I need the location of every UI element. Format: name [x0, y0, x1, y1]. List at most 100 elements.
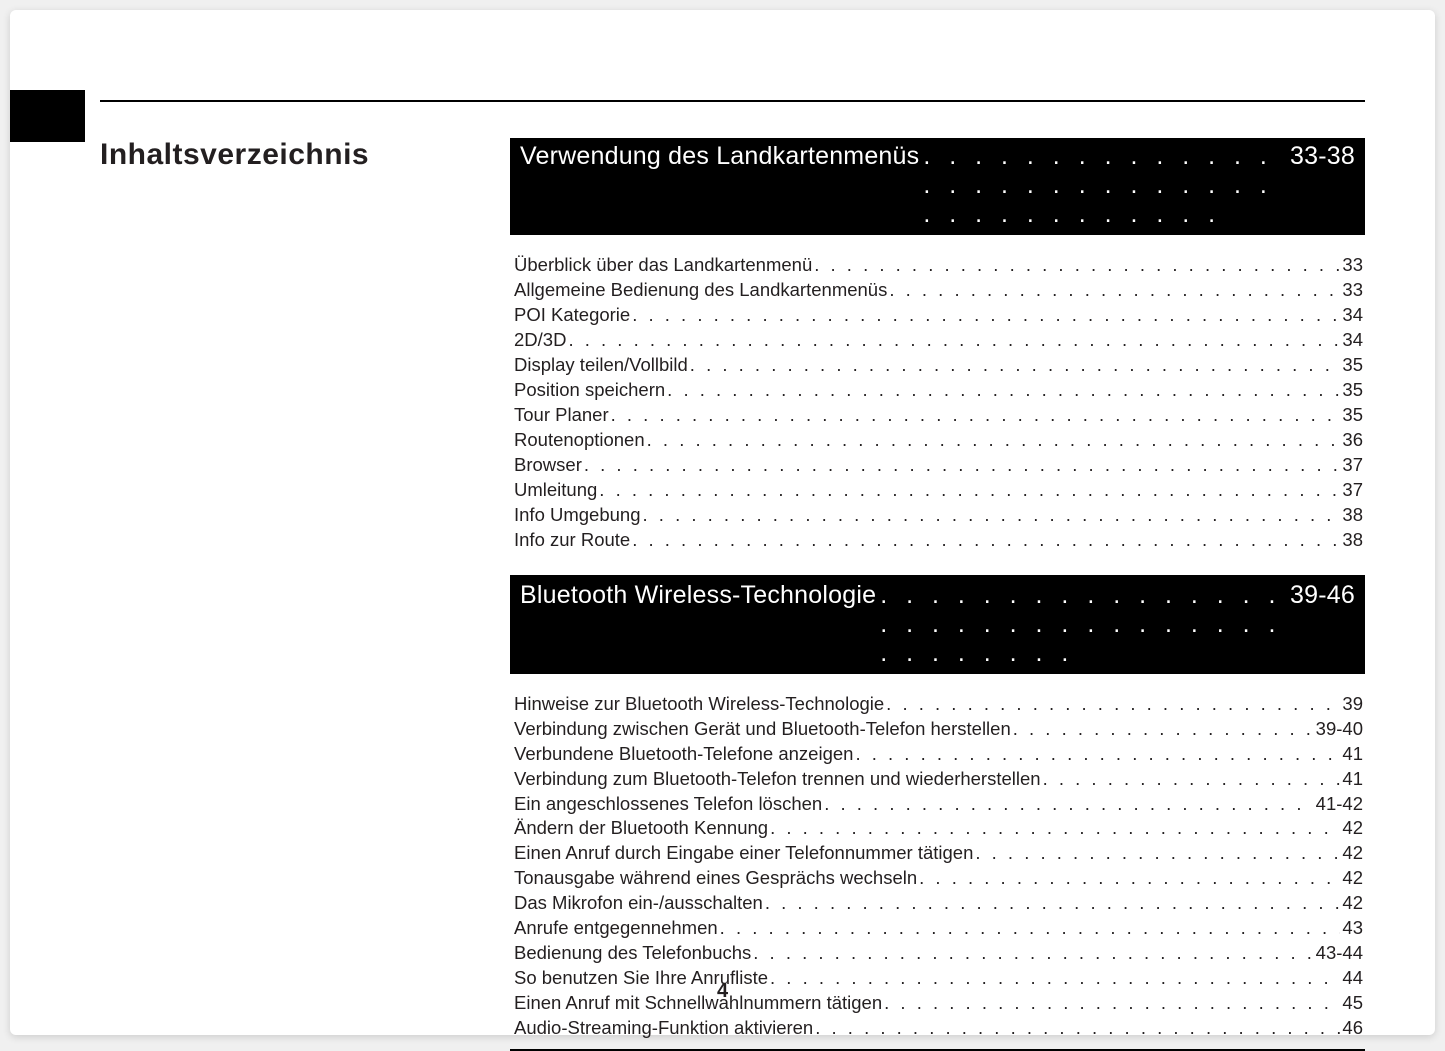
toc-entry: Einen Anruf durch Eingabe einer Telefonn… — [514, 841, 1363, 866]
toc-entry-page: 37 — [1340, 453, 1363, 478]
toc-entry-label: Audio-Streaming-Funktion aktivieren — [514, 1016, 813, 1041]
toc-entry-label: Display teilen/Vollbild — [514, 353, 688, 378]
toc-entry-page: 42 — [1340, 816, 1363, 841]
section-page-range: 33-38 — [1290, 142, 1355, 171]
leader-dots: . . . . . . . . . . . . . . . . . . . . … — [582, 453, 1341, 478]
leader-dots: . . . . . . . . . . . . . . . . . . . . … — [1041, 767, 1341, 792]
toc-entry: Verbindung zwischen Gerät und Bluetooth-… — [514, 717, 1363, 742]
toc-entry-page: 42 — [1340, 891, 1363, 916]
toc-entry-label: Allgemeine Bedienung des Landkartenmenüs — [514, 278, 887, 303]
toc-entry-page: 33 — [1340, 253, 1363, 278]
toc-entry-page: 39-40 — [1314, 717, 1363, 742]
toc-entry-page: 46 — [1340, 1016, 1363, 1041]
toc-entry: Ändern der Bluetooth Kennung . . . . . .… — [514, 816, 1363, 841]
section-page-range: 39-46 — [1290, 581, 1355, 610]
leader-dots: . . . . . . . . . . . . . . . . . . . . … — [751, 941, 1313, 966]
toc-entry: Überblick über das Landkartenmenü . . . … — [514, 253, 1363, 278]
toc-entry-page: 39 — [1340, 692, 1363, 717]
toc-entry: 2D/3D . . . . . . . . . . . . . . . . . … — [514, 328, 1363, 353]
toc-entry-label: POI Kategorie — [514, 303, 630, 328]
toc-entry-page: 36 — [1340, 428, 1363, 453]
toc-entry-page: 35 — [1340, 378, 1363, 403]
section-header: Bluetooth Wireless-Technologie . . . . .… — [510, 577, 1365, 674]
leader-dots: . . . . . . . . . . . . . . . . . . . . … — [917, 866, 1340, 891]
toc-entry-label: Verbindung zum Bluetooth-Telefon trennen… — [514, 767, 1041, 792]
manual-page: Inhaltsverzeichnis Verwendung des Landka… — [10, 10, 1435, 1035]
toc-entry-label: Bedienung des Telefonbuchs — [514, 941, 751, 966]
toc-entry: Verbundene Bluetooth-Telefone anzeigen .… — [514, 742, 1363, 767]
leader-dots: . . . . . . . . . . . . . . . . . . . . … — [718, 916, 1341, 941]
toc-entry-page: 34 — [1340, 328, 1363, 353]
toc-entry: Browser . . . . . . . . . . . . . . . . … — [514, 453, 1363, 478]
toc-entry-page: 34 — [1340, 303, 1363, 328]
leader-dots: . . . . . . . . . . . . . . . . . . . . … — [887, 278, 1340, 303]
toc-entry: Umleitung . . . . . . . . . . . . . . . … — [514, 478, 1363, 503]
toc-entry-page: 43-44 — [1314, 941, 1363, 966]
toc-entry-label: Hinweise zur Bluetooth Wireless-Technolo… — [514, 692, 884, 717]
toc-entry-page: 41 — [1340, 742, 1363, 767]
toc-entry: Bedienung des Telefonbuchs . . . . . . .… — [514, 941, 1363, 966]
toc-entry-page: 38 — [1340, 503, 1363, 528]
toc-entry: Routenoptionen . . . . . . . . . . . . .… — [514, 428, 1363, 453]
toc-entry: Position speichern . . . . . . . . . . .… — [514, 378, 1363, 403]
toc-entry-label: Ein angeschlossenes Telefon löschen — [514, 792, 822, 817]
section-leader-dots: . . . . . . . . . . . . . . . . . . . . … — [876, 581, 1290, 668]
leader-dots: . . . . . . . . . . . . . . . . . . . . … — [688, 353, 1341, 378]
leader-dots: . . . . . . . . . . . . . . . . . . . . … — [813, 1016, 1340, 1041]
toc-entry-label: Ändern der Bluetooth Kennung — [514, 816, 768, 841]
toc-entry-label: Verbundene Bluetooth-Telefone anzeigen — [514, 742, 853, 767]
toc-entry: Verbindung zum Bluetooth-Telefon trennen… — [514, 767, 1363, 792]
leader-dots: . . . . . . . . . . . . . . . . . . . . … — [768, 816, 1340, 841]
leader-dots: . . . . . . . . . . . . . . . . . . . . … — [853, 742, 1340, 767]
section-header: Verwendung des Landkartenmenüs . . . . .… — [510, 138, 1365, 235]
toc-entry-label: Anrufe entgegennehmen — [514, 916, 718, 941]
leader-dots: . . . . . . . . . . . . . . . . . . . . … — [812, 253, 1340, 278]
toc-entry-label: Verbindung zwischen Gerät und Bluetooth-… — [514, 717, 1011, 742]
toc-entry: Anrufe entgegennehmen . . . . . . . . . … — [514, 916, 1363, 941]
toc-entry-label: Browser — [514, 453, 582, 478]
page-title: Inhaltsverzeichnis — [100, 138, 480, 172]
page-number: 4 — [10, 980, 1435, 1003]
toc-entry-label: Überblick über das Landkartenmenü — [514, 253, 812, 278]
toc-entry: Tonausgabe während eines Gesprächs wechs… — [514, 866, 1363, 891]
section-leader-dots: . . . . . . . . . . . . . . . . . . . . … — [919, 142, 1290, 229]
leader-dots: . . . . . . . . . . . . . . . . . . . . … — [645, 428, 1341, 453]
top-rule — [100, 100, 1365, 102]
leader-dots: . . . . . . . . . . . . . . . . . . . . … — [566, 328, 1340, 353]
toc-entry: Ein angeschlossenes Telefon löschen . . … — [514, 792, 1363, 817]
toc-entry-label: Das Mikrofon ein-/ausschalten — [514, 891, 763, 916]
leader-dots: . . . . . . . . . . . . . . . . . . . . … — [609, 403, 1341, 428]
toc-entry-page: 41-42 — [1314, 792, 1363, 817]
leader-dots: . . . . . . . . . . . . . . . . . . . . … — [630, 303, 1340, 328]
toc-entry-page: 42 — [1340, 841, 1363, 866]
leader-dots: . . . . . . . . . . . . . . . . . . . . … — [822, 792, 1313, 817]
section-title: Bluetooth Wireless-Technologie — [520, 581, 876, 610]
leader-dots: . . . . . . . . . . . . . . . . . . . . … — [973, 841, 1340, 866]
toc-entry-label: Position speichern — [514, 378, 665, 403]
leader-dots: . . . . . . . . . . . . . . . . . . . . … — [1011, 717, 1314, 742]
toc-entry: Allgemeine Bedienung des Landkartenmenüs… — [514, 278, 1363, 303]
toc-entry-label: Info Umgebung — [514, 503, 641, 528]
toc-entry: Audio-Streaming-Funktion aktivieren . . … — [514, 1016, 1363, 1041]
toc-entry: Tour Planer . . . . . . . . . . . . . . … — [514, 403, 1363, 428]
toc-entry-page: 43 — [1340, 916, 1363, 941]
toc-content: Verwendung des Landkartenmenüs . . . . .… — [510, 138, 1365, 1051]
toc-entry-label: Tour Planer — [514, 403, 609, 428]
toc-entry-page: 33 — [1340, 278, 1363, 303]
toc-entry: Info zur Route . . . . . . . . . . . . .… — [514, 528, 1363, 553]
leader-dots: . . . . . . . . . . . . . . . . . . . . … — [630, 528, 1340, 553]
toc-entry-page: 42 — [1340, 866, 1363, 891]
toc-entry-label: Routenoptionen — [514, 428, 645, 453]
toc-entry-page: 41 — [1340, 767, 1363, 792]
toc-entry-page: 35 — [1340, 403, 1363, 428]
toc-entry-label: Tonausgabe während eines Gesprächs wechs… — [514, 866, 917, 891]
leader-dots: . . . . . . . . . . . . . . . . . . . . … — [597, 478, 1340, 503]
toc-entry-page: 38 — [1340, 528, 1363, 553]
toc-entry: Hinweise zur Bluetooth Wireless-Technolo… — [514, 692, 1363, 717]
toc-entry: Das Mikrofon ein-/ausschalten . . . . . … — [514, 891, 1363, 916]
toc-entry-label: Umleitung — [514, 478, 597, 503]
leader-dots: . . . . . . . . . . . . . . . . . . . . … — [763, 891, 1341, 916]
toc-entry: Info Umgebung . . . . . . . . . . . . . … — [514, 503, 1363, 528]
toc-entry-label: Info zur Route — [514, 528, 630, 553]
left-tab-marker — [10, 90, 85, 142]
